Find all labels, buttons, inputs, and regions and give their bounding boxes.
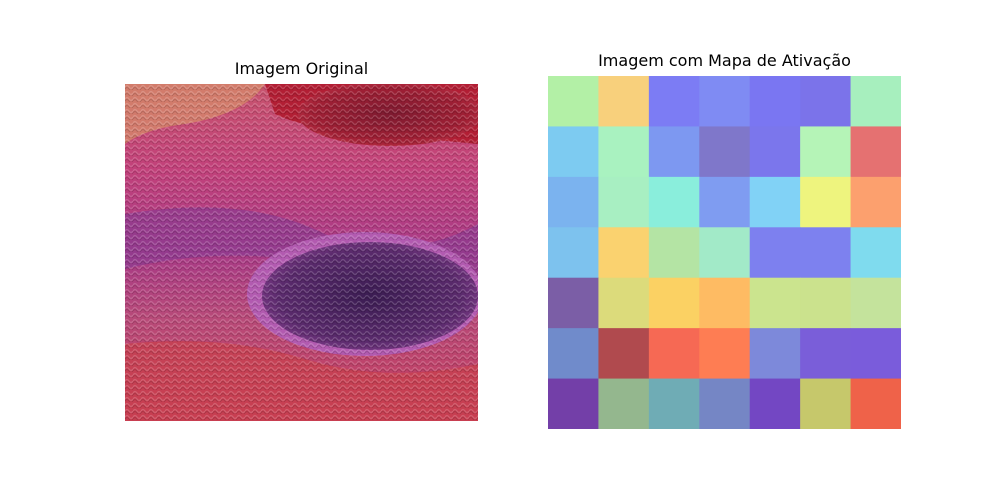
heatmap-cell (800, 126, 852, 178)
heatmap-cell (598, 328, 650, 380)
heatmap-cell (850, 378, 901, 429)
heatmap-cell (598, 176, 650, 228)
heatmap-cell (749, 227, 801, 279)
heatmap-cell (548, 126, 599, 178)
heatmap-cell (548, 277, 599, 329)
heatmap-cell (749, 126, 801, 178)
heatmap-cell (749, 277, 801, 329)
original-image-title: Imagem Original (234, 59, 369, 78)
heatmap-cell (648, 227, 700, 279)
heatmap-cell (850, 277, 901, 329)
heatmap-cell (800, 328, 852, 380)
heatmap-cell (850, 227, 901, 279)
heatmap-cell (800, 378, 852, 429)
original-knit-photo (125, 84, 478, 421)
heatmap-cell (648, 126, 700, 178)
heatmap-cell (850, 126, 901, 178)
heatmap-cell (548, 76, 599, 127)
heatmap-cell (800, 176, 852, 228)
heatmap-cell (749, 378, 801, 429)
heatmap-cell (598, 227, 650, 279)
heatmap-cell (598, 277, 650, 329)
heatmap-cell (699, 126, 751, 178)
heatmap-cell (548, 328, 599, 380)
heatmap-cell (648, 378, 700, 429)
heatmap-cell (850, 176, 901, 228)
heatmap-cell (548, 176, 599, 228)
heatmap-cell (548, 227, 599, 279)
activation-heatmap (548, 76, 901, 429)
heatmap-cell (598, 378, 650, 429)
heatmap-cell (699, 328, 751, 380)
heatmap-cell (699, 176, 751, 228)
heatmap-cell (749, 328, 801, 380)
heatmap-cell (749, 176, 801, 228)
heatmap-cell (699, 277, 751, 329)
heatmap-cell (850, 76, 901, 127)
heatmap-cell (800, 76, 852, 127)
heatmap-cell (800, 277, 852, 329)
heatmap-cell (749, 76, 801, 127)
heatmap-cell (648, 176, 700, 228)
heatmap-cell (648, 76, 700, 127)
heatmap-cell (850, 328, 901, 380)
heatmap-cell (800, 227, 852, 279)
heatmap-cell (598, 76, 650, 127)
activation-map-title: Imagem com Mapa de Ativação (598, 51, 851, 70)
heatmap-cell (699, 378, 751, 429)
heatmap-cell (699, 76, 751, 127)
heatmap-cell (648, 277, 700, 329)
heatmap-cell (648, 328, 700, 380)
heatmap-cell (598, 126, 650, 178)
heatmap-cell (548, 378, 599, 429)
heatmap-cell (699, 227, 751, 279)
